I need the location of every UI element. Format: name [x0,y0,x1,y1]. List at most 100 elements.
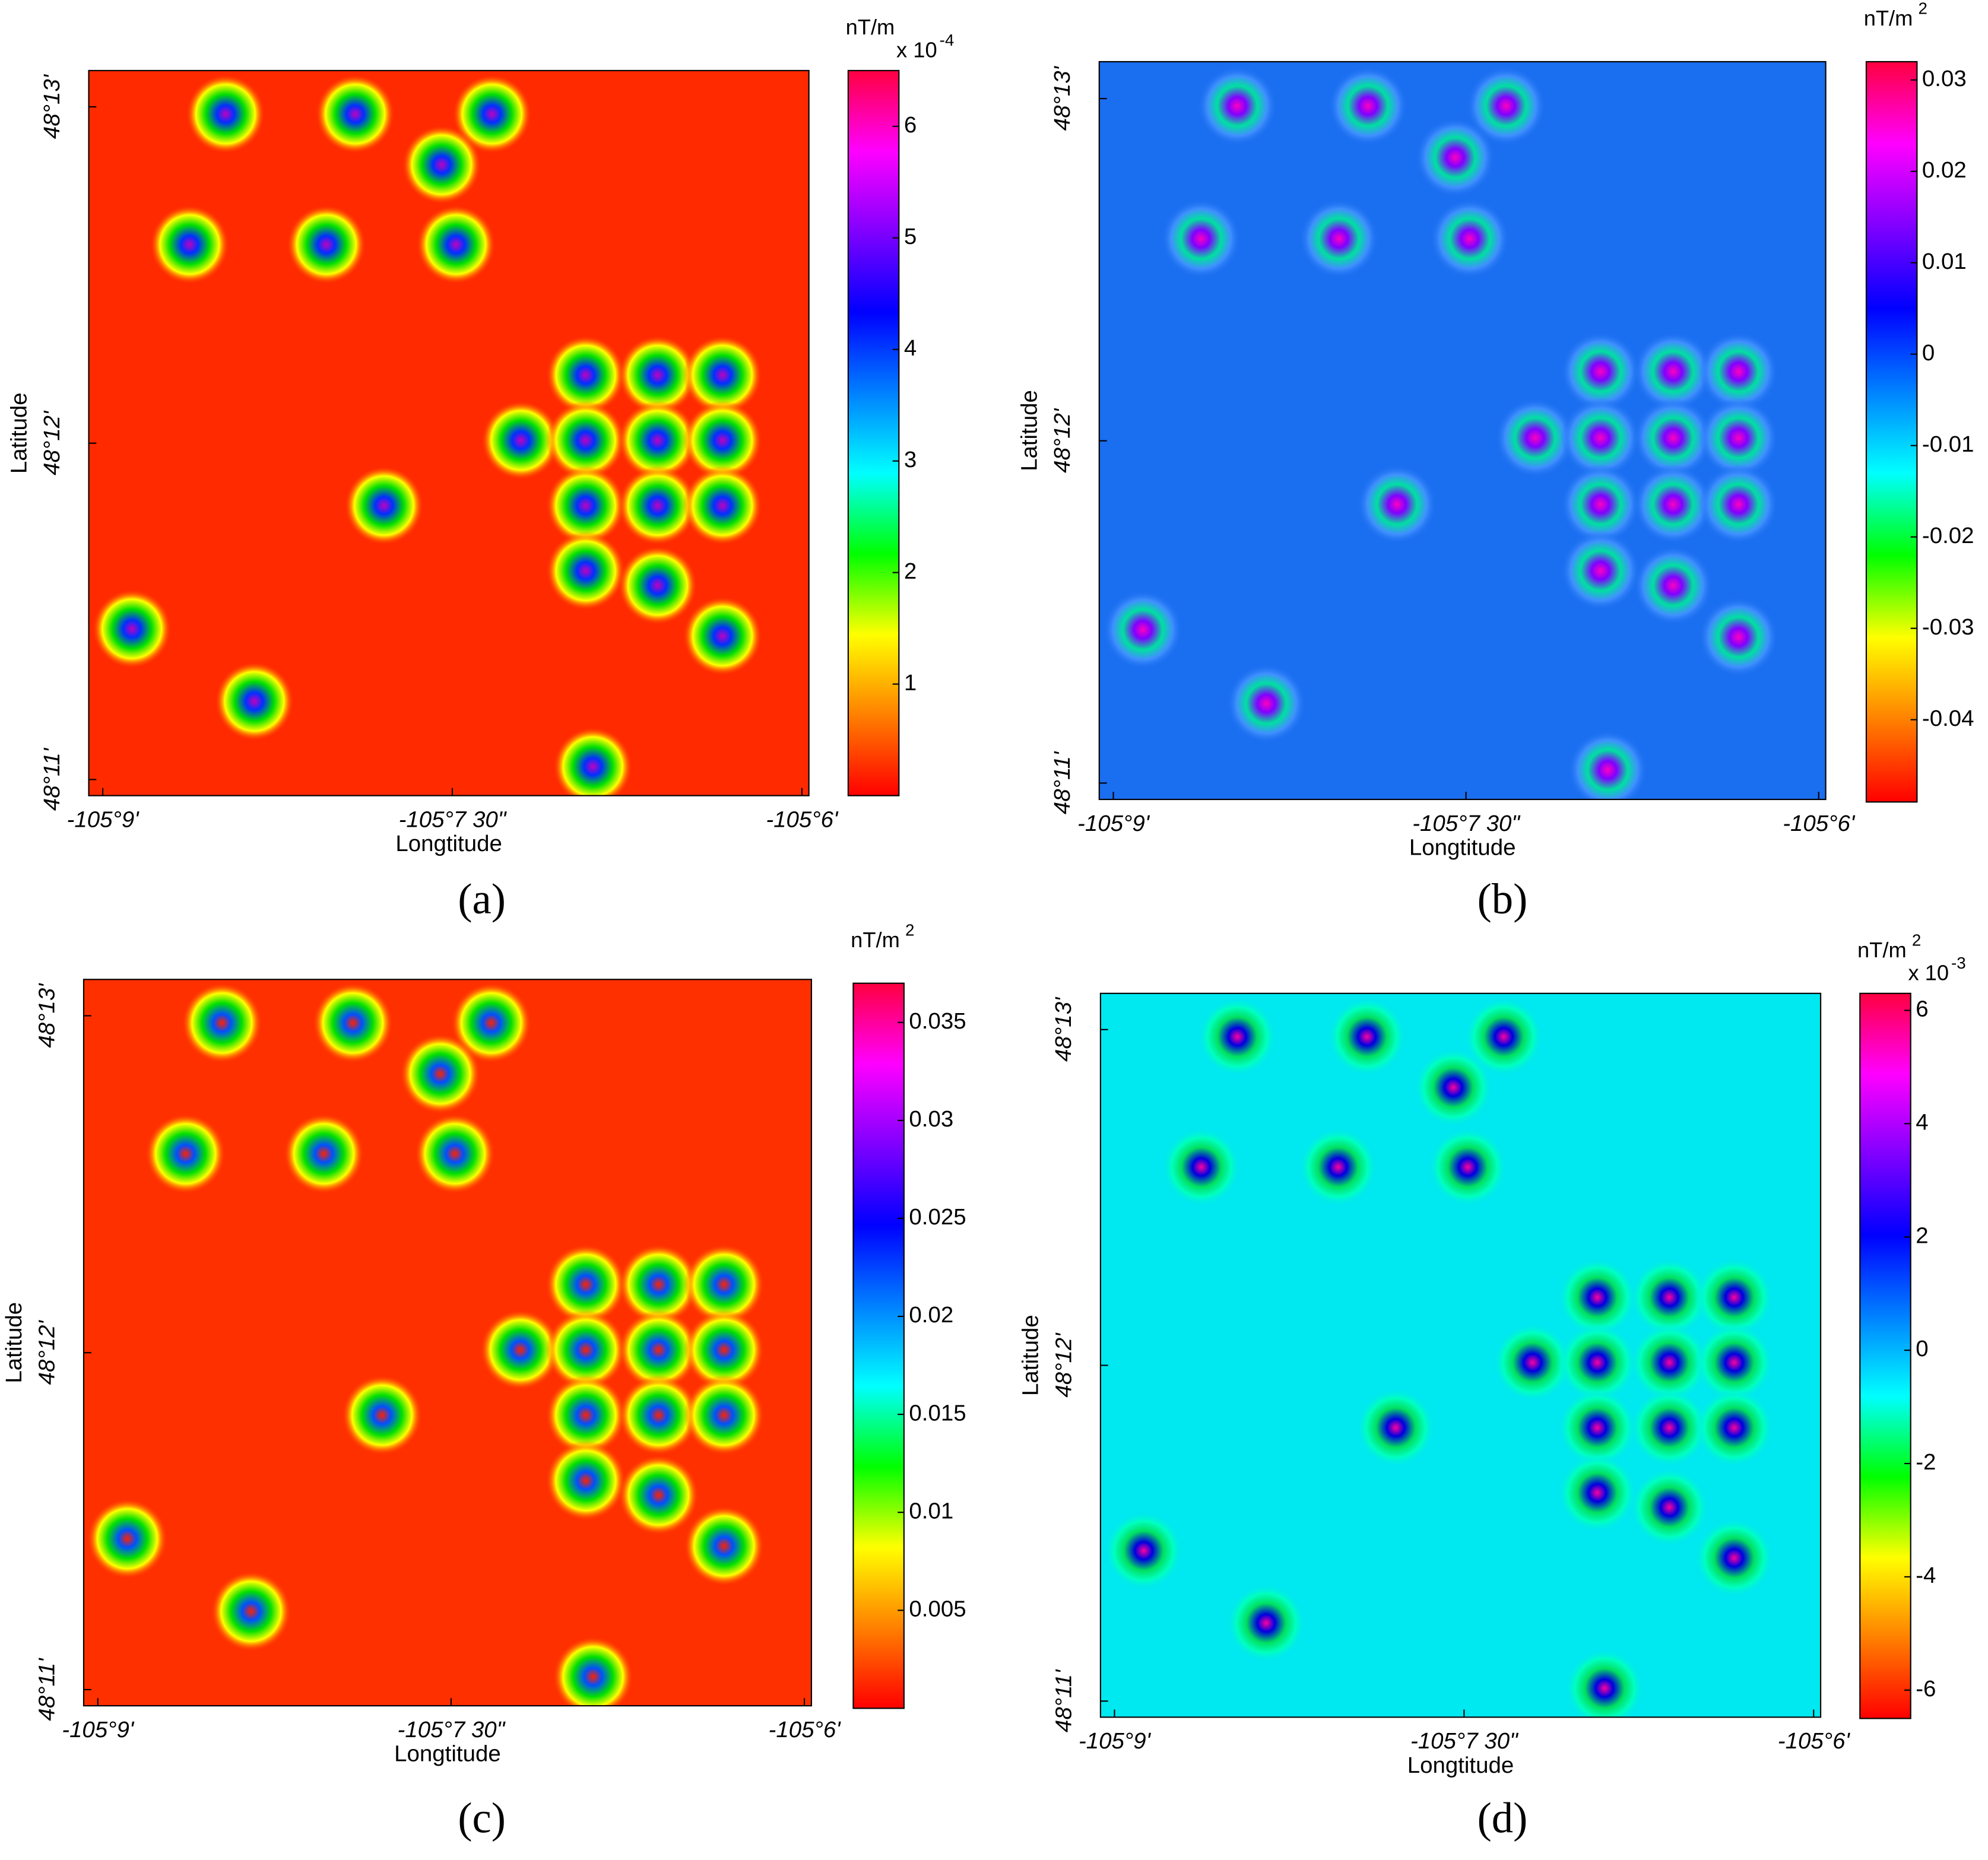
anomaly [1633,545,1713,626]
y-tick-label: 48°11' [39,747,65,811]
x-axis-label: Longtitude [395,831,502,856]
anomaly [1328,66,1408,146]
x-axis-label: Longtitude [1409,834,1516,860]
y-tick-label: 48°12' [34,1319,59,1385]
colorbar-unit: nT/m [846,15,895,39]
anomaly [1226,1583,1306,1663]
colorbar-multiplier-exponent: -4 [940,31,955,49]
panel-label: (a) [458,875,506,923]
anomaly [546,335,626,415]
anomaly [1356,1388,1436,1468]
anomaly [1629,1388,1710,1468]
anomaly [87,1499,167,1579]
colorbar-tick-label: 0.03 [909,1106,953,1132]
colorbar-tick-label: 0.02 [909,1302,953,1328]
colorbar-tick-label: 2 [1916,1223,1928,1248]
colorbar-tick-label: 0 [1916,1336,1928,1361]
anomaly [480,1310,560,1390]
anomaly [214,662,294,741]
x-tick-label: -105°9' [1077,811,1150,836]
anomaly [1694,1323,1774,1402]
colorbar-unit: nT/m [851,928,900,952]
anomaly [546,401,626,480]
anomaly [344,466,424,545]
panel: -105°9' -105°7 30" -105°6' Longtitude 48°11'… [6,15,954,923]
anomaly [315,74,395,154]
anomaly [1698,398,1779,478]
anomalies [87,983,765,1706]
panel-label: (b) [1477,875,1528,923]
anomaly [1102,589,1183,670]
colorbar-tick-label: 0.02 [1922,157,1967,183]
colorbar-tick-label: -0.01 [1922,431,1974,457]
anomaly [452,74,532,154]
colorbar-tick-label: -2 [1916,1449,1936,1475]
anomaly [546,1440,626,1521]
anomaly [414,1113,495,1194]
anomaly [618,401,697,480]
anomaly [1162,1127,1241,1207]
anomaly [1558,1323,1637,1402]
anomaly [1466,66,1546,146]
colorbar-tick-label: 1 [904,670,917,696]
anomaly [1698,464,1779,545]
anomaly [145,1113,226,1194]
anomaly [1493,1323,1572,1402]
anomaly [1698,597,1779,677]
anomaly [619,1375,699,1456]
anomaly [1299,198,1379,279]
plot-frame [83,979,813,1707]
y-axis-label: Latitude [1017,390,1042,471]
anomaly [618,466,697,545]
anomaly [619,1455,699,1535]
y-tick-label: 48°11' [1050,751,1075,814]
anomaly [1197,997,1277,1077]
panel: -105°9' -105°7 30" -105°6' Longtitude 48°11'… [1017,0,1974,923]
anomaly [553,727,633,796]
anomaly [1429,198,1510,279]
y-tick-label: 48°11' [34,1658,59,1721]
colorbar-multiplier: x 10 [1908,960,1949,985]
y-tick-label: 48°13' [34,983,59,1048]
anomaly [1694,1258,1774,1337]
x-tick-label: -105°6' [1783,811,1856,836]
anomaly [684,1244,765,1325]
anomaly [1560,464,1641,545]
anomaly [342,1375,423,1456]
anomaly [182,983,262,1064]
x-tick-label: -105°9' [67,807,140,832]
anomaly [1415,118,1495,198]
colorbar [1865,61,1918,803]
anomalies [1104,997,1774,1718]
anomaly [683,335,762,415]
anomaly [1104,1511,1184,1591]
y-tick-label: 48°12' [39,410,65,475]
anomaly [313,983,394,1064]
x-tick-label: -105°7 30" [1410,1728,1519,1754]
anomaly [1633,331,1713,412]
colorbar-tick-label: 6 [1916,996,1928,1022]
anomaly [1357,464,1437,545]
colorbar-tick-label: -0.04 [1922,706,1974,731]
anomaly [546,1310,626,1390]
anomaly [1327,997,1407,1077]
anomaly [553,1636,633,1706]
y-axis-label: Latitude [6,392,31,474]
anomaly [1226,664,1307,744]
anomaly [684,1310,765,1390]
anomaly [1197,66,1277,146]
anomaly [481,401,561,480]
anomaly [1568,729,1648,800]
colorbar-tick-label: 4 [1916,1109,1928,1135]
anomaly [211,1571,291,1652]
panel-label: (c) [458,1794,506,1842]
colorbar-tick-label: 5 [904,224,917,249]
colorbar-tick-label: 3 [904,447,917,472]
colorbar-tick-label: -4 [1916,1563,1936,1588]
anomaly [1694,1388,1774,1468]
anomaly [1560,398,1641,478]
y-tick-label: 48°11' [1051,1669,1076,1732]
anomaly [1558,1388,1637,1468]
colorbar-tick-label: 0.035 [909,1008,966,1034]
